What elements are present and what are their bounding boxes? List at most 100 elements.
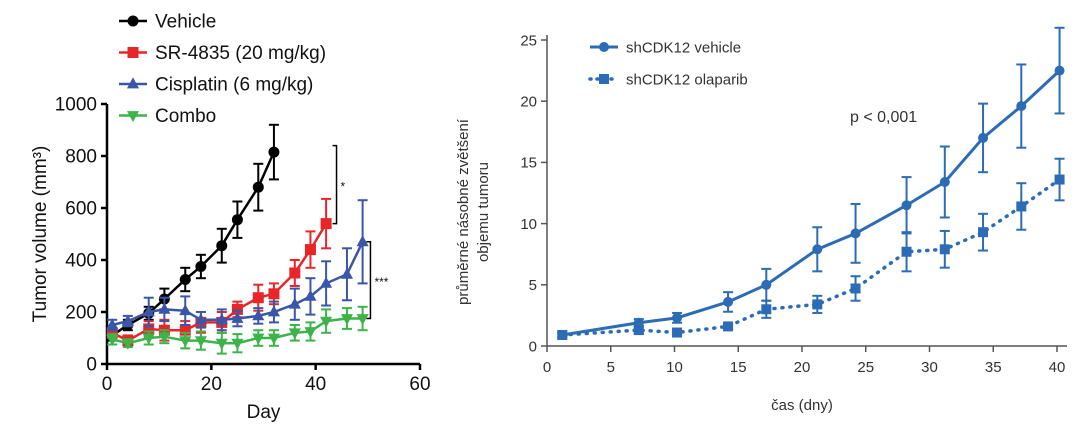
data-point: [106, 318, 119, 330]
data-point: [158, 332, 171, 344]
data-point: [304, 327, 317, 339]
legend-label: shCDK12 vehicle: [626, 39, 741, 56]
series-line: [560, 177, 1062, 337]
y-axis-label: průměrné násobné zvětšení: [455, 118, 472, 305]
fold-increase-chart: 0 5 10 15 20 25 30 35 40 0 5 10 15 20 25 shCDK12 vehicl…: [455, 26, 1067, 414]
data-point: [121, 314, 134, 326]
data-point: [252, 309, 265, 321]
data-point: [179, 274, 191, 285]
y-axis-label: Tumor volume (mm³): [30, 146, 51, 323]
y-tick-label: 800: [65, 147, 97, 168]
data-point: [761, 279, 772, 290]
data-point: [761, 304, 772, 315]
y-tick-label: 20: [520, 93, 537, 110]
series-line: [562, 69, 1061, 337]
legend-marker: [599, 74, 609, 84]
data-point: [267, 333, 280, 345]
data-point: [1054, 174, 1065, 185]
y-tick-label: 1000: [55, 95, 97, 116]
data-point: [978, 132, 989, 143]
data-point: [850, 228, 861, 239]
y-tick-label: 0: [86, 355, 97, 376]
data-point: [978, 227, 989, 238]
x-tick-label: 15: [730, 359, 747, 376]
data-point: [356, 235, 369, 247]
data-point: [633, 325, 644, 336]
data-point: [215, 313, 228, 325]
x-tick-label: 5: [607, 359, 615, 376]
x-tick-label: 25: [857, 359, 874, 376]
x-tick-label: 60: [409, 374, 430, 395]
data-point: [901, 246, 912, 257]
significance-marker: *: [341, 180, 346, 194]
x-tick-label: 35: [985, 359, 1002, 376]
legend-label: Cisplatin (6 mg/kg): [155, 75, 313, 96]
data-point: [672, 312, 683, 323]
y-tick-label: 25: [520, 32, 537, 49]
y-tick-label: 200: [65, 303, 97, 324]
data-point: [320, 316, 333, 328]
series-2: [106, 199, 369, 332]
y-tick-label: 400: [65, 251, 97, 272]
data-point: [723, 296, 734, 307]
legend-label: Combo: [155, 106, 216, 127]
significance-marker: ***: [374, 275, 388, 289]
data-point: [252, 181, 264, 193]
data-point: [723, 321, 734, 332]
y-tick-label: 0: [529, 338, 537, 355]
data-point: [252, 333, 265, 345]
data-point: [288, 297, 301, 309]
data-point: [812, 299, 823, 310]
data-point: [288, 328, 301, 340]
x-tick-label: 20: [794, 359, 811, 376]
x-tick-label: 0: [102, 374, 113, 395]
data-point: [1054, 65, 1065, 76]
y-tick-label: 15: [520, 155, 537, 172]
data-point: [194, 313, 207, 325]
data-point: [215, 338, 228, 350]
data-point: [195, 261, 207, 272]
data-point: [231, 338, 244, 350]
data-point: [289, 267, 301, 279]
data-point: [304, 244, 316, 256]
data-point: [179, 324, 191, 336]
legend-marker: [127, 15, 139, 27]
data-point: [158, 302, 171, 314]
data-point: [142, 333, 155, 345]
x-axis-label: čas (dny): [771, 397, 833, 414]
data-point: [231, 214, 243, 226]
data-point: [252, 292, 264, 304]
data-point: [939, 244, 950, 255]
x-tick-label: 30: [921, 359, 938, 376]
series-line: [111, 151, 276, 337]
data-point: [143, 323, 155, 335]
data-point: [1016, 201, 1027, 212]
data-point: [939, 176, 950, 187]
data-point: [179, 304, 192, 316]
data-point: [850, 283, 861, 294]
series-3: [106, 305, 369, 355]
data-point: [672, 327, 683, 338]
data-point: [231, 303, 243, 315]
legend-label: shCDK12 olaparib: [626, 71, 748, 88]
data-point: [812, 244, 823, 255]
legend-marker: [126, 77, 140, 89]
data-point: [901, 200, 912, 211]
legend-marker: [127, 47, 139, 58]
data-point: [320, 276, 333, 288]
legend-marker: [126, 111, 140, 123]
legend-label: SR-4835 (20 mg/kg): [155, 43, 326, 64]
x-tick-label: 20: [201, 374, 222, 395]
data-point: [216, 240, 228, 252]
data-point: [340, 314, 354, 326]
data-point: [268, 146, 280, 158]
significance-bracket: [366, 241, 372, 320]
y-axis-label: objemu tumoru: [475, 162, 492, 262]
data-point: [231, 311, 244, 323]
y-tick-label: 600: [65, 199, 97, 220]
data-point: [106, 334, 119, 346]
legend-label: Vehicle: [155, 12, 216, 33]
significance-bracket: [332, 144, 338, 225]
data-point: [1016, 101, 1027, 112]
